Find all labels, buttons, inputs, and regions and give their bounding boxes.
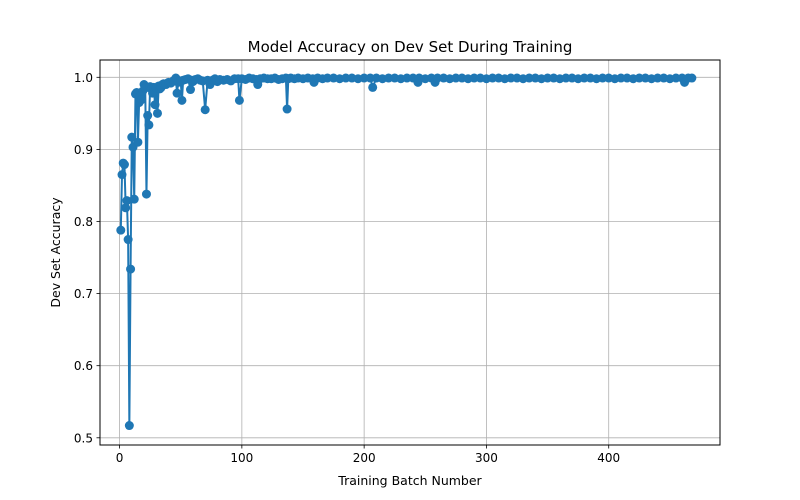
x-tick-label: 300: [475, 451, 498, 465]
data-point: [121, 203, 131, 213]
data-point: [124, 421, 134, 431]
data-point: [687, 73, 697, 83]
data-point: [116, 225, 126, 235]
series-layer: [116, 73, 697, 431]
data-point: [185, 85, 195, 95]
data-point: [133, 137, 143, 147]
tick-layer: 0 100 200 300 400 0.5 0.6 0.7 0.8 0.9 1.0: [74, 71, 620, 465]
data-point: [129, 194, 139, 204]
y-tick-label: 0.5: [74, 431, 93, 445]
x-tick-label: 0: [116, 451, 124, 465]
x-tick-label: 100: [230, 451, 253, 465]
y-tick-label: 0.9: [74, 143, 93, 157]
chart-title: Model Accuracy on Dev Set During Trainin…: [248, 38, 573, 56]
y-tick-label: 0.8: [74, 215, 93, 229]
data-point: [152, 108, 162, 118]
x-axis-label: Training Batch Number: [337, 473, 482, 488]
data-point: [123, 235, 133, 245]
data-point: [234, 95, 244, 105]
y-axis-label: Dev Set Accuracy: [48, 197, 63, 308]
data-point: [117, 170, 127, 180]
x-tick-label: 400: [597, 451, 620, 465]
data-point: [126, 264, 136, 274]
data-point: [122, 196, 132, 206]
data-point: [172, 88, 182, 98]
data-point: [368, 82, 378, 92]
plot-frame: [99, 59, 721, 446]
data-point: [144, 120, 154, 130]
y-tick-label: 1.0: [74, 71, 93, 85]
data-point: [127, 132, 137, 142]
data-point: [143, 111, 153, 121]
x-tick-label: 200: [353, 451, 376, 465]
y-tick-label: 0.6: [74, 359, 93, 373]
data-point: [150, 100, 160, 110]
data-point: [141, 189, 151, 199]
data-point: [137, 95, 147, 105]
y-tick-label: 0.7: [74, 287, 93, 301]
data-point: [119, 160, 129, 170]
data-point: [282, 104, 292, 114]
data-point: [177, 95, 187, 105]
data-point: [200, 105, 210, 115]
